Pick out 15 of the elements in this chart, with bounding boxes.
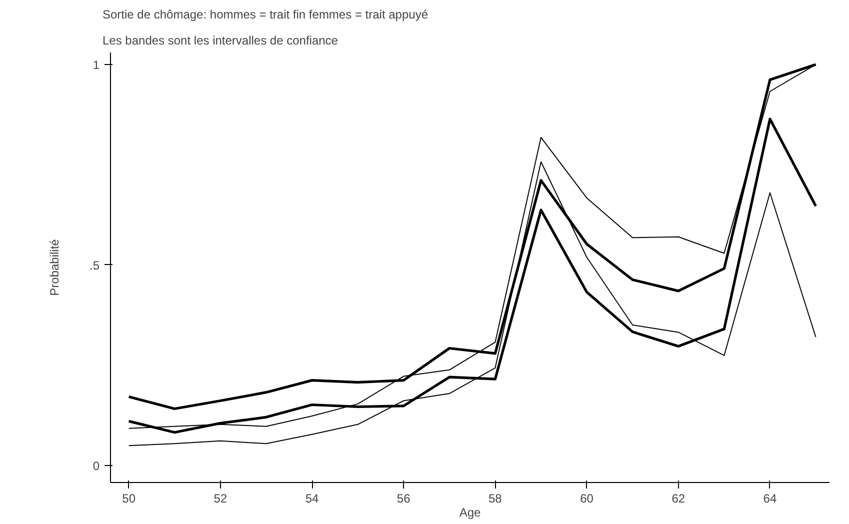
x-tick-label: 64 — [763, 492, 777, 506]
x-tick-label: 52 — [214, 492, 228, 506]
x-tick-label: 62 — [672, 492, 686, 506]
chart-title: Sortie de chômage: hommes = trait fin femmes = trait appuyé — [102, 8, 428, 22]
y-tick-label: 0 — [92, 458, 100, 473]
x-tick-label: 54 — [305, 492, 320, 506]
chart-subtitle: Les bandes sont les intervalles de confiance — [102, 34, 338, 48]
y-axis-title: Probabilité — [47, 238, 62, 296]
x-tick-label: 58 — [488, 492, 502, 506]
x-tick-label: 56 — [396, 492, 411, 506]
y-tick-label: .5 — [89, 258, 100, 272]
x-tick-label: 60 — [580, 492, 594, 506]
x-tick-label: 50 — [122, 492, 136, 506]
y-tick-label: 1 — [92, 58, 100, 72]
x-axis-title: Age — [459, 506, 481, 520]
